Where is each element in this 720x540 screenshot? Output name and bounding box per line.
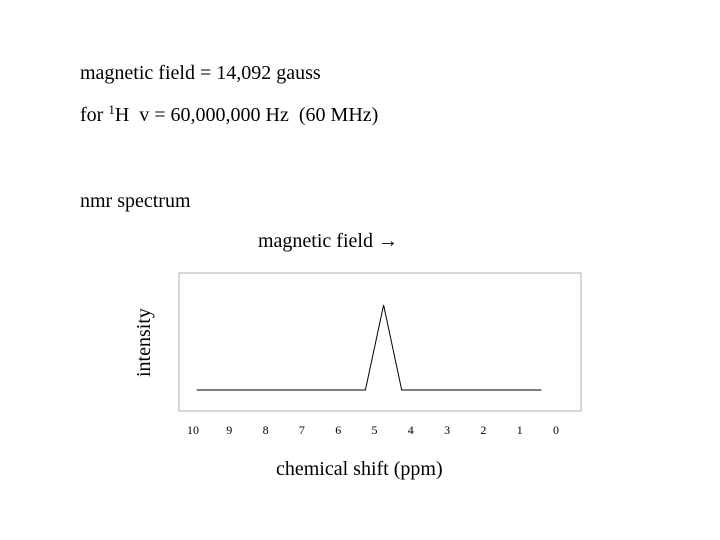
x-tick-label: 8 bbox=[263, 423, 269, 437]
isotope-superscript: 1 bbox=[108, 102, 115, 117]
frequency-prefix: for bbox=[80, 104, 109, 126]
spectrum-line bbox=[196, 304, 542, 391]
magnetic-field-label: magnetic field → bbox=[258, 230, 398, 253]
field-strength-text: magnetic field = 14,092 gauss bbox=[80, 62, 321, 84]
x-tick-label: 1 bbox=[517, 423, 523, 437]
frequency-value: H v = 60,000,000 Hz (60 MHz) bbox=[114, 104, 379, 126]
x-tick-label: 7 bbox=[299, 423, 305, 437]
x-tick-labels: 10 9 8 7 6 5 4 3 2 1 0 bbox=[187, 423, 559, 437]
spectrum-title: nmr spectrum bbox=[80, 190, 191, 212]
right-arrow-icon: → bbox=[377, 230, 398, 252]
x-tick-label: 6 bbox=[335, 423, 341, 437]
plot-frame bbox=[178, 272, 582, 412]
x-tick-label: 4 bbox=[408, 423, 414, 437]
x-tick-label: 10 bbox=[187, 423, 199, 437]
frequency-text: for 1H v = 60,000,000 Hz (60 MHz) bbox=[80, 102, 379, 127]
magnetic-field-text: magnetic field bbox=[258, 230, 373, 252]
x-tick-label: 5 bbox=[372, 423, 378, 437]
x-tick-label: 0 bbox=[553, 423, 559, 437]
x-tick-label: 2 bbox=[480, 423, 486, 437]
x-tick-label: 3 bbox=[444, 423, 450, 437]
x-tick-label: 9 bbox=[226, 423, 232, 437]
x-axis-label: chemical shift (ppm) bbox=[276, 458, 443, 480]
